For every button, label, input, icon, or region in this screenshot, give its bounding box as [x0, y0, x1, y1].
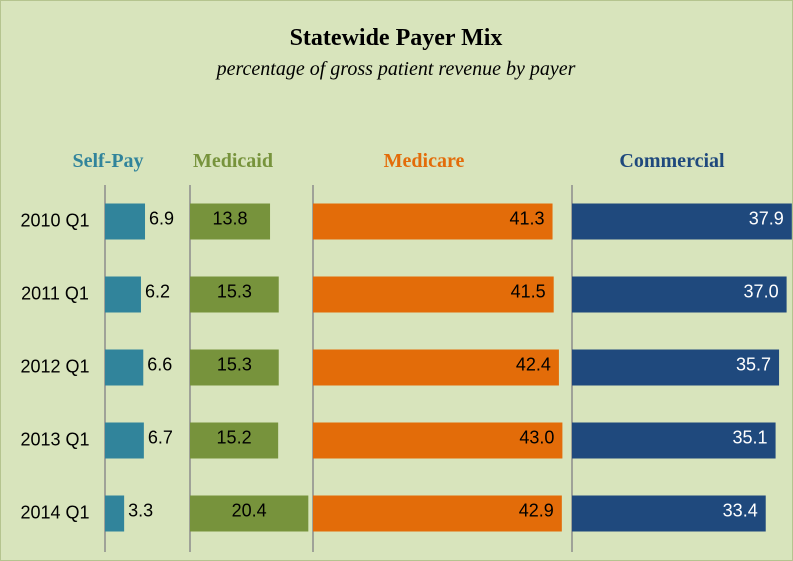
data-label: 37.9 — [749, 208, 784, 228]
bar — [105, 203, 146, 240]
bar — [190, 276, 279, 313]
bar — [190, 422, 279, 459]
data-label: 35.1 — [733, 427, 768, 447]
bar — [313, 203, 553, 240]
data-label: 42.4 — [516, 354, 551, 374]
data-label: 33.4 — [723, 500, 758, 520]
chart-title: Statewide Payer Mix — [290, 25, 503, 51]
bar — [572, 349, 780, 386]
legend-label: Commercial — [619, 150, 725, 172]
data-label: 6.2 — [145, 281, 170, 301]
data-label: 15.3 — [217, 354, 252, 374]
data-label: 13.8 — [212, 208, 247, 228]
bar — [313, 276, 554, 313]
bar — [190, 495, 309, 532]
data-label: 6.7 — [148, 427, 173, 447]
bar — [313, 349, 559, 386]
data-label: 35.7 — [736, 354, 771, 374]
data-label: 15.3 — [217, 281, 252, 301]
row-label: 2011 Q1 — [21, 283, 89, 303]
row-label: 2013 Q1 — [20, 429, 89, 449]
bar — [105, 495, 125, 532]
chart-subtitle: percentage of gross patient revenue by p… — [215, 58, 576, 80]
data-label: 3.3 — [128, 500, 153, 520]
bar — [313, 495, 562, 532]
legend-label: Medicaid — [193, 150, 273, 172]
bar — [313, 422, 563, 459]
data-label: 41.5 — [511, 281, 546, 301]
legend-label: Self-Pay — [72, 150, 143, 172]
bar — [572, 276, 787, 313]
bar — [572, 203, 792, 240]
data-label: 43.0 — [519, 427, 554, 447]
data-label: 42.9 — [519, 500, 554, 520]
row-label: 2014 Q1 — [20, 502, 89, 522]
data-label: 20.4 — [232, 500, 267, 520]
data-label: 37.0 — [744, 281, 779, 301]
bar — [105, 276, 141, 313]
data-label: 15.2 — [217, 427, 252, 447]
bar — [105, 349, 144, 386]
legend-label: Medicare — [384, 150, 465, 172]
row-label: 2012 Q1 — [20, 356, 89, 376]
bar — [105, 422, 144, 459]
data-label: 6.9 — [149, 208, 174, 228]
bar — [190, 349, 279, 386]
data-label: 6.6 — [147, 354, 172, 374]
bar — [190, 203, 271, 240]
data-label: 41.3 — [509, 208, 544, 228]
row-label: 2010 Q1 — [20, 210, 89, 230]
bar — [572, 422, 776, 459]
bar — [572, 495, 766, 532]
